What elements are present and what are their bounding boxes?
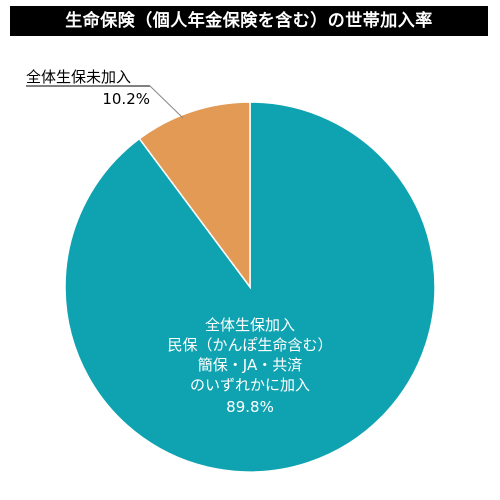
slice-label-joined: 全体生保加入 民保（かんぽ生命含む） 簡保・JA・共済 のいずれかに加入 89.… [167,316,332,416]
slice-label-not-joined: 全体生保未加入 10.2% [26,68,184,119]
pie-slices [64,101,436,473]
slice-label-joined-line-3: 簡保・JA・共済 [198,356,302,374]
slice-label-not-joined-line-1: 全体生保未加入 [26,68,131,86]
slice-label-joined-line-4: のいずれかに加入 [190,376,310,394]
slice-label-joined-line-1: 全体生保加入 [205,316,295,334]
slice-value-joined: 89.8% [226,398,274,416]
chart-title: 生命保険（個人年金保険を含む）の世帯加入率 [10,6,488,36]
slice-label-joined-line-2: 民保（かんぽ生命含む） [167,336,332,354]
outer-label-leader-line [149,85,184,119]
pie-slice-not-joined [138,101,251,290]
slice-value-not-joined: 10.2% [102,90,150,108]
